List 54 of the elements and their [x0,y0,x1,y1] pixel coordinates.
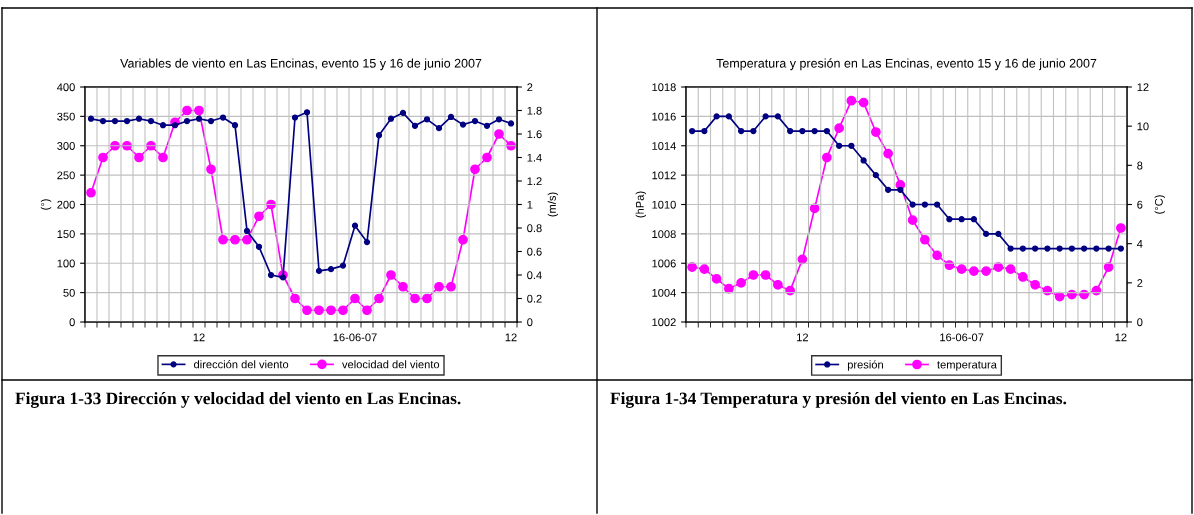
y-tick-label: 1002 [652,318,676,327]
y-tick-label: 1016 [652,112,676,121]
y2-tick-label: 1.4 [527,153,542,162]
y2-tick-label: 2 [527,83,533,92]
y-tick-label: 150 [57,230,75,239]
y2-axis-title: (°C) [1154,195,1165,214]
y2-tick-label: 12 [1137,83,1149,92]
x-tick-label: 12 [797,333,808,342]
y-tick-label: 1008 [652,230,676,239]
y-tick-label: 350 [57,112,75,121]
y2-tick-label: 0.4 [527,271,542,280]
text: Figura 1-34 Temperatura y presión del viento en Las Encinas. [610,392,1067,408]
y-tick-label: 1014 [652,142,676,150]
y-tick-label: 1012 [652,171,676,180]
y-tick-label: 1006 [652,259,676,268]
y2-tick-label: 1.8 [527,106,542,115]
y2-tick-label: 2 [1137,279,1143,287]
y-tick-label: 50 [63,288,75,297]
y-tick-label: 0 [69,318,75,327]
y2-tick-label: 1.2 [527,177,542,186]
y2-tick-label: 1 [527,200,533,209]
y2-tick-label: 0.6 [527,247,542,256]
y2-tick-label: 0 [527,318,533,327]
x-tick-label: 12 [1115,333,1127,342]
legend-label: temperatura [937,361,997,371]
y-axis-title: (°) [40,199,52,210]
x-tick-label: 16-06-07 [333,333,377,342]
y-axis-title: (hPa) [635,191,646,218]
y-tick-label: 400 [57,83,75,92]
legend-label: velocidad del viento [342,360,440,369]
y2-tick-label: 0.8 [527,224,542,233]
y-tick-label: 200 [57,200,75,209]
y-tick-label: 1004 [652,288,676,297]
y2-tick-label: 0 [1137,318,1143,327]
legend-label: presión [847,360,883,371]
legend-label: dirección del viento [194,360,289,369]
y2-tick-label: 6 [1137,200,1143,209]
y2-axis-title: (m/s) [547,192,559,217]
y2-tick-label: 4 [1136,240,1143,248]
x-tick-label: 16-06-07 [940,333,984,342]
x-tick-label: 12 [193,333,205,342]
y2-tick-label: 0.2 [527,294,542,303]
x-tick-label: 12 [505,333,517,342]
chart-title: Variables de viento en Las Encinas, evento 15 y 16 de junio 2007 [120,58,482,71]
y-tick-label: 1018 [652,83,676,92]
y2-tick-label: 1.6 [527,130,542,139]
y-tick-label: 300 [57,142,75,150]
y-tick-label: 250 [57,171,75,180]
y2-tick-label: 8 [1137,161,1143,170]
y-tick-label: 100 [57,259,75,268]
chart-title: Temperatura y presión en Las Encinas, evento 15 y 16 de junio 2007 [716,58,1097,71]
y2-tick-label: 10 [1137,122,1149,131]
text: Figura 1-33 Dirección y velocidad del viento en Las Encinas. [15,392,461,408]
y-tick-label: 1010 [652,200,676,209]
